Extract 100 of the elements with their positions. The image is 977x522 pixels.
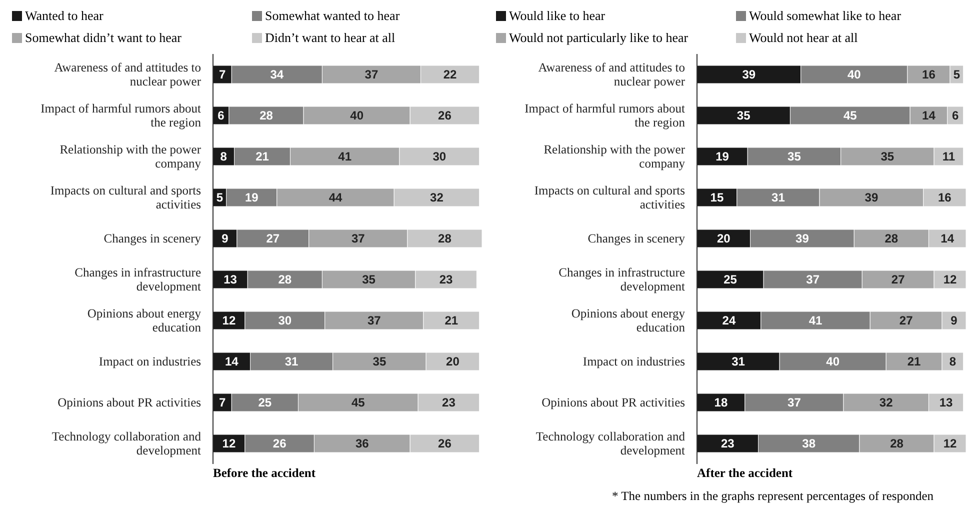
data-label: 37 — [367, 313, 382, 328]
data-label: 39 — [864, 190, 878, 204]
y-tick-label: Changes in infrastructure development — [74, 266, 202, 294]
data-label: 21 — [907, 354, 922, 368]
data-label: 36 — [355, 436, 370, 450]
data-label: 37 — [788, 395, 802, 410]
data-label: 20 — [446, 354, 460, 368]
legend-label: Would somewhat like to hear — [749, 8, 902, 24]
data-label: 13 — [224, 272, 238, 286]
data-label: 35 — [362, 272, 376, 286]
data-label: 30 — [432, 149, 446, 164]
legend-label: Somewhat wanted to hear — [265, 8, 400, 24]
data-label: 32 — [430, 190, 444, 204]
y-tick-label: Opinions about energy education — [87, 306, 202, 334]
y-tick-label: Changes in infrastructure development — [558, 266, 686, 294]
y-tick-label: Technology collaboration and development — [52, 430, 202, 458]
data-label: 9 — [222, 231, 229, 246]
data-label: 40 — [826, 354, 840, 368]
data-label: 37 — [364, 67, 378, 82]
data-label: 31 — [772, 190, 786, 204]
legend-label: Wanted to hear — [25, 8, 104, 24]
data-label: 35 — [788, 149, 802, 164]
y-tick-label: Impact on industries — [98, 354, 202, 368]
data-label: 35 — [880, 149, 894, 164]
data-label: 19 — [244, 190, 259, 204]
data-label: 28 — [890, 436, 904, 450]
data-label: 38 — [802, 436, 816, 450]
y-tick-label: Changes in scenery — [588, 232, 686, 246]
y-tick-label: Impacts on cultural and sports activities — [50, 184, 202, 212]
data-label: 31 — [732, 354, 746, 368]
y-tick-label: Awareness of and attitudes to nuclear power — [538, 60, 686, 88]
x-axis-title: After the accident — [696, 466, 794, 481]
y-tick-label: Relationship with the power company — [544, 142, 686, 170]
y-tick-label: Technology collaboration and development — [536, 430, 686, 458]
data-label: 21 — [256, 149, 270, 164]
data-label: 16 — [938, 190, 952, 204]
y-tick-label: Changes in scenery — [104, 232, 202, 246]
data-label: 35 — [372, 354, 386, 368]
data-label: 31 — [284, 354, 299, 368]
data-label: 30 — [278, 313, 292, 328]
legend-label: Would not hear at all — [749, 30, 858, 46]
data-label: 26 — [438, 108, 452, 122]
data-label: 12 — [222, 313, 236, 328]
data-label: 12 — [943, 436, 958, 450]
data-label: 28 — [278, 272, 292, 286]
data-label: 16 — [922, 67, 936, 82]
data-label: 7 — [218, 67, 226, 82]
y-tick-label: Opinions about energy education — [571, 306, 686, 334]
data-label: 32 — [879, 395, 894, 410]
y-tick-label: Impacts on cultural and sports activities — [534, 184, 686, 212]
data-label: 41 — [338, 149, 352, 164]
y-tick-label: Impact of harmful rumors about the region — [40, 102, 202, 130]
y-tick-label: Awareness of and attitudes to nuclear power — [54, 60, 202, 88]
data-label: 19 — [716, 149, 730, 164]
legend-label: Somewhat didn’t want to hear — [25, 30, 182, 46]
data-label: 40 — [350, 108, 364, 122]
data-label: 40 — [847, 67, 862, 82]
text: * The numbers in the graphs represent percentages of responden — [611, 489, 935, 504]
data-label: 14 — [940, 231, 954, 246]
data-label: 27 — [891, 272, 906, 286]
data-label: 25 — [724, 272, 738, 286]
data-label: 12 — [943, 272, 958, 286]
y-tick-label: Impact on industries — [582, 354, 686, 368]
data-label: 23 — [442, 395, 456, 410]
data-label: 8 — [949, 354, 956, 368]
data-label: 26 — [438, 436, 452, 450]
data-label: 28 — [884, 231, 898, 246]
data-label: 44 — [328, 190, 343, 204]
data-label: 23 — [439, 272, 454, 286]
data-label: 22 — [443, 67, 458, 82]
data-label: 23 — [720, 436, 735, 450]
data-label: 21 — [444, 313, 458, 328]
data-label: 37 — [806, 272, 820, 286]
data-label: 14 — [224, 354, 239, 368]
y-tick-label: Opinions about PR activities — [58, 396, 202, 410]
data-label: 13 — [939, 395, 954, 410]
data-label: 6 — [218, 108, 225, 122]
data-label: 5 — [216, 190, 224, 204]
data-label: 6 — [952, 108, 960, 122]
data-label: 35 — [736, 108, 751, 122]
data-label: 20 — [716, 231, 731, 246]
data-label: 12 — [222, 436, 236, 450]
data-label: 41 — [808, 313, 823, 328]
data-label: 15 — [710, 190, 724, 204]
data-label: 25 — [258, 395, 272, 410]
data-label: 14 — [922, 108, 936, 122]
data-label: 8 — [220, 149, 228, 164]
data-label: 28 — [260, 108, 274, 122]
legend-label: Would like to hear — [509, 8, 606, 24]
data-label: 37 — [351, 231, 366, 246]
data-label: 27 — [899, 313, 914, 328]
x-axis-title: Before the accident — [212, 466, 317, 481]
data-label: 7 — [218, 395, 226, 410]
y-tick-label: Impact of harmful rumors about the region — [524, 102, 686, 130]
data-label: 18 — [714, 395, 728, 410]
data-label: 39 — [796, 231, 810, 246]
data-label: 45 — [351, 395, 366, 410]
data-label: 34 — [270, 67, 284, 82]
data-label: 28 — [438, 231, 452, 246]
data-label: 11 — [942, 149, 956, 164]
